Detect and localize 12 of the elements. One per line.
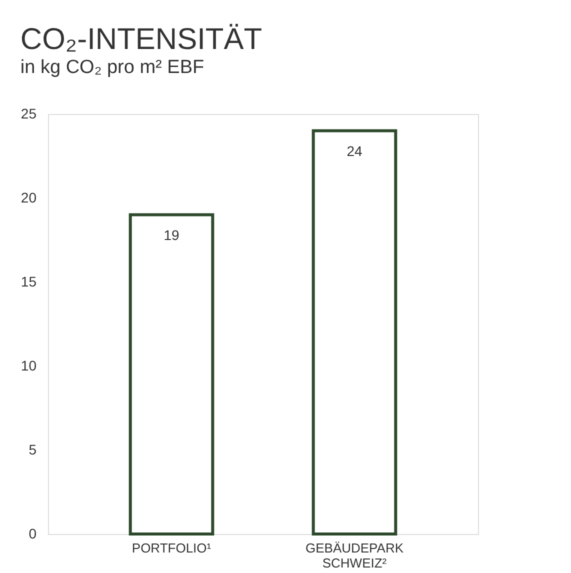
y-tick-label: 5 [28,442,37,458]
y-tick-label: 15 [20,274,37,290]
chart-subtitle: in kg CO₂ pro m² EBF [20,57,204,78]
x-tick-label: GEBÄUDEPARK SCHWEIZ² [305,540,404,570]
data-label: 19 [164,226,180,243]
y-tick-label: 25 [20,106,37,122]
x-tick-label: PORTFOLIO¹ [132,540,212,556]
chart-title: CO₂-INTENSITÄT [20,23,262,56]
y-tick-label: 20 [20,190,37,206]
y-tick-label: 10 [20,358,37,374]
data-label: 24 [346,142,362,159]
y-tick-label: 0 [28,526,37,542]
